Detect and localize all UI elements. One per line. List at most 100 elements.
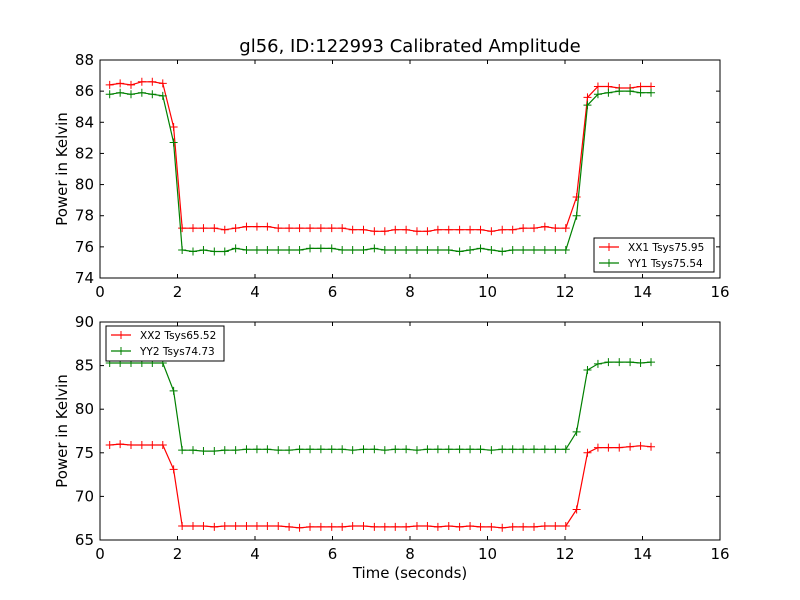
data-point (220, 247, 229, 256)
legend-label: XX1 Tsys75.95 (628, 242, 704, 254)
data-point (519, 522, 528, 531)
data-point (615, 87, 624, 96)
data-point (391, 445, 400, 454)
data-point (604, 88, 613, 97)
data-point (348, 522, 357, 531)
data-point (540, 522, 549, 531)
data-point (647, 358, 656, 367)
legend: XX2 Tsys65.52 YY2 Tsys74.73 (105, 325, 225, 362)
data-point (391, 245, 400, 254)
x-axis-label: Time (seconds) (352, 564, 468, 582)
y-tick-label: 65 (75, 531, 94, 549)
data-point (647, 88, 656, 97)
data-point (274, 446, 283, 455)
data-point (158, 440, 167, 449)
data-point (444, 445, 453, 454)
data-point (519, 445, 528, 454)
data-point (530, 224, 538, 233)
data-point (423, 227, 432, 236)
data-point (498, 225, 507, 234)
data-point (285, 224, 294, 233)
data-point (487, 245, 496, 254)
data-point (402, 225, 411, 234)
series-line (109, 443, 652, 529)
data-point (148, 77, 157, 86)
data-point (210, 447, 219, 456)
data-point (466, 522, 475, 531)
data-point (466, 225, 475, 234)
data-point (231, 224, 240, 233)
y-tick-label: 80 (75, 400, 94, 418)
y-tick-label: 70 (75, 487, 94, 505)
data-point (530, 445, 538, 454)
x-tick-label: 2 (173, 283, 183, 301)
data-point (402, 445, 411, 454)
x-tick-label: 8 (405, 545, 415, 563)
data-point (242, 222, 251, 231)
data-point (199, 447, 208, 456)
x-tick-label: 8 (405, 283, 415, 301)
data-point (519, 245, 528, 254)
data-point (636, 358, 645, 367)
data-point (604, 358, 613, 367)
data-point (263, 522, 272, 531)
data-point (169, 138, 178, 147)
data-point (498, 523, 507, 532)
data-point (178, 522, 187, 531)
data-point (210, 247, 219, 256)
data-point (338, 224, 347, 233)
data-point (423, 445, 432, 454)
data-point (327, 445, 336, 454)
data-point (242, 522, 251, 531)
data-point (137, 440, 146, 449)
data-point (242, 245, 251, 254)
data-point (220, 522, 229, 531)
data-point (316, 244, 325, 253)
data-point (530, 522, 538, 531)
data-point (487, 446, 496, 455)
data-point (263, 245, 272, 254)
data-point (105, 90, 114, 99)
data-point (519, 224, 528, 233)
data-point (231, 522, 240, 531)
data-point (359, 445, 368, 454)
x-tick-label: 10 (478, 545, 497, 563)
data-point (593, 82, 602, 91)
data-point (626, 87, 635, 96)
data-point (116, 88, 125, 97)
data-point (169, 465, 178, 474)
data-point (487, 227, 496, 236)
legend: XX1 Tsys75.95 YY1 Tsys75.54 (593, 237, 715, 273)
data-point (508, 245, 517, 254)
data-point (285, 245, 294, 254)
legend-label: YY2 Tsys74.73 (139, 346, 215, 358)
x-tick-label: 14 (633, 545, 652, 563)
x-tick-label: 0 (95, 283, 105, 301)
y-tick-label: 88 (75, 51, 94, 69)
data-point (647, 442, 656, 451)
data-point (583, 101, 592, 110)
data-point (199, 245, 208, 254)
data-point (636, 441, 645, 450)
data-point (508, 225, 517, 234)
data-point (487, 522, 496, 531)
data-point (540, 222, 549, 231)
data-point (466, 245, 475, 254)
data-point (551, 224, 560, 233)
x-tick-label: 12 (555, 545, 574, 563)
data-point (561, 224, 570, 233)
data-point (137, 88, 146, 97)
data-point (169, 122, 178, 131)
data-point (348, 225, 357, 234)
chart-title: gl56, ID:122993 Calibrated Amplitude (239, 36, 580, 57)
data-point (380, 227, 389, 236)
data-point (583, 365, 592, 374)
legend-marker (605, 259, 613, 267)
data-point (583, 93, 592, 102)
data-point (231, 244, 240, 253)
data-point (498, 247, 507, 256)
data-point (476, 244, 485, 253)
data-point (252, 522, 261, 531)
data-point (295, 523, 304, 532)
y-axis-label: Power in Kelvin (53, 112, 71, 226)
